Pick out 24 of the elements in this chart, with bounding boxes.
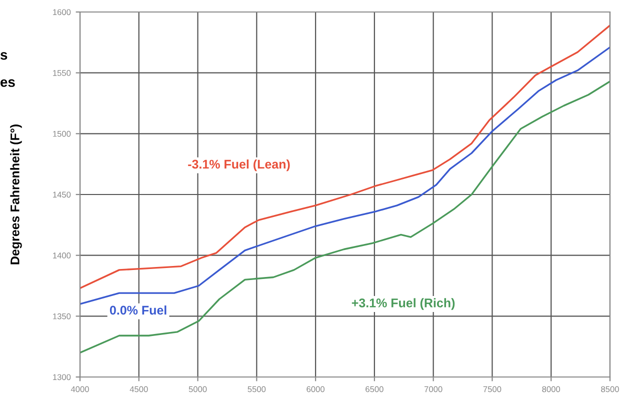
x-tick-label: 5000 xyxy=(188,386,207,392)
x-tick-label: 4000 xyxy=(70,386,89,392)
text: es xyxy=(0,79,15,87)
y-tick-label: 1400 xyxy=(53,252,71,258)
y-tick-label: 1550 xyxy=(53,70,71,76)
text: +3.1% Fuel (Rich) xyxy=(352,298,455,310)
text: s xyxy=(0,52,8,60)
x-tick-label: 7000 xyxy=(424,386,442,392)
x-tick-label: 6500 xyxy=(366,386,384,392)
y-axis-title: Degrees Fahrenheit (F°) xyxy=(10,124,22,264)
x-tick-label: 8500 xyxy=(601,386,619,392)
y-tick-label: 1350 xyxy=(53,313,71,320)
x-tick-label: 6000 xyxy=(306,386,324,392)
y-tick-label: 1600 xyxy=(53,9,71,16)
series-label: 0.0% Fuel xyxy=(110,305,166,315)
text: -3.1% Fuel (Lean) xyxy=(188,159,290,172)
y-tick-label: 1450 xyxy=(53,192,71,198)
x-tick-label: 5500 xyxy=(248,386,266,392)
x-tick-label: 7500 xyxy=(483,386,502,392)
line-series xyxy=(80,80,610,354)
x-tick-label: 8000 xyxy=(542,386,560,392)
x-tick-label: 4500 xyxy=(130,386,148,392)
y-tick-label: 1300 xyxy=(53,374,71,380)
y-tick-label: 1500 xyxy=(53,130,71,137)
